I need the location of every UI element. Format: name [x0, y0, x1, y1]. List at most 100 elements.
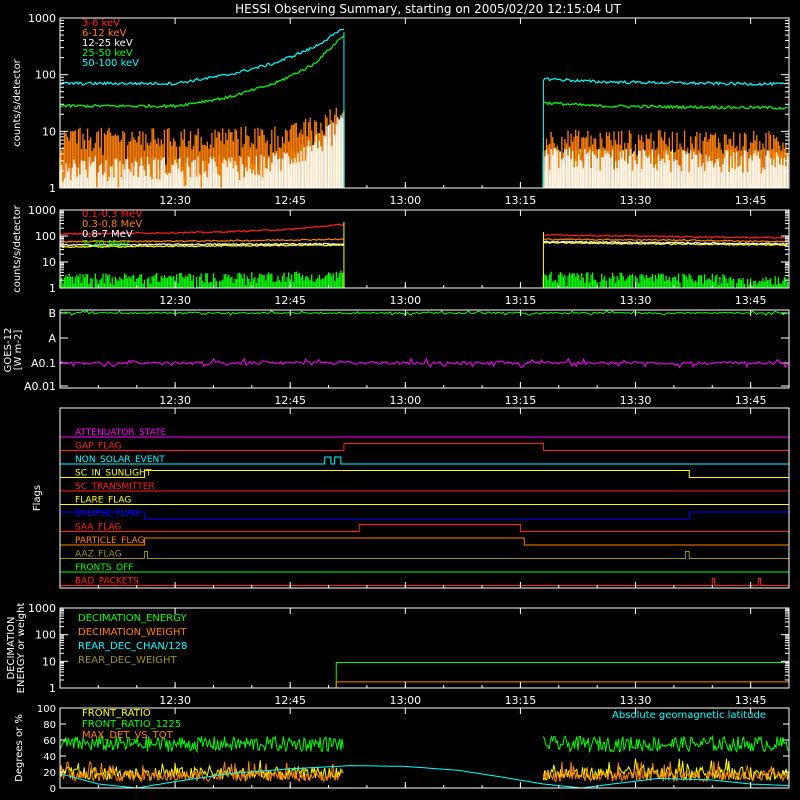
goes-frame	[59, 309, 790, 389]
decim-xtick-label: 13:00	[389, 694, 421, 707]
flag-line-gap-flag	[60, 443, 789, 451]
gamma-legend-entry: 0.1-0.3 MeV	[82, 209, 142, 220]
ratios-legend-entry: FRONT_RATIO_1225	[82, 719, 181, 730]
flag-line-particle-flag	[60, 537, 789, 546]
flags-frame	[59, 407, 790, 589]
gamma-xtick-label: 13:30	[620, 294, 652, 307]
flag-line-non-solar-event	[60, 456, 789, 465]
gamma-ytick-label: 100	[35, 230, 56, 243]
hxr-legend-entry: 6-12 keV	[82, 28, 126, 39]
flag-label: AAZ_FLAG	[75, 550, 122, 560]
decim-ytick-label: 1000	[28, 602, 56, 615]
goes-series-short	[59, 357, 790, 369]
decim-ylabel: DECIMATION	[6, 616, 17, 679]
ratios-series-max-det-vs-tot-seg1	[542, 761, 790, 783]
flag-label: PARTICLE_FLAG	[75, 536, 145, 546]
gamma-series-0-1-0-3-mev-seg0	[59, 223, 345, 236]
decim-legend-entry: DECIMATION_WEIGHT	[78, 627, 187, 638]
goes-xtick-label: 13:30	[620, 394, 652, 407]
hxr-series-25-50-kev-seg0	[59, 35, 345, 109]
gamma-ytick-label: 10	[42, 256, 56, 269]
hxr-legend-entry: 25-50 keV	[82, 48, 133, 59]
figure-title: HESSI Observing Summary, starting on 200…	[235, 2, 621, 16]
ratios-frame	[59, 707, 790, 789]
flag-label: BAD_PACKETS	[75, 577, 139, 587]
panel-gamma: 1 10 100 1000 12:30 12:45 13:00 13:15 13:30 13:45…	[12, 204, 790, 307]
decim-frame	[59, 607, 790, 689]
gamma-xtick-label: 12:30	[159, 294, 191, 307]
ratios-ytick-label: 80	[43, 720, 56, 731]
goes-ytick-label: A0.1	[31, 357, 56, 370]
ratios-ylabel: Degrees or %	[14, 714, 25, 782]
ratios-ytick-label: 100	[37, 704, 56, 715]
hxr-xtick-label: 13:15	[505, 194, 537, 207]
decim-xtick-label: 13:30	[620, 694, 652, 707]
gamma-ylabel: counts/s/detector	[12, 204, 23, 292]
hxr-xtick-label: 12:45	[274, 194, 306, 207]
decim-xtick-label: 13:15	[505, 694, 537, 707]
hxr-legend-entry: 3-6 keV	[82, 18, 120, 29]
decim-ylabel: ENERGY or weight	[16, 603, 27, 694]
gamma-legend-entry: 7-20 MeV	[82, 239, 130, 250]
goes-ylabel: [W m-2]	[13, 330, 24, 371]
ratios-series-max-det-vs-tot-seg0	[59, 760, 344, 783]
gamma-series-yellow-seg1	[543, 241, 788, 247]
decim-ytick-label: 1	[49, 682, 56, 695]
flags-ylabel: Flags	[32, 485, 43, 511]
flag-label: GAP_FLAG	[75, 442, 121, 452]
decim-legend-entry: DECIMATION_ENERGY	[78, 613, 187, 624]
flag-line-sc-in-sunlight	[60, 470, 789, 478]
gamma-series-0-8-7-mev-seg0	[59, 242, 345, 247]
flag-line-bad-packets	[60, 578, 789, 586]
hxr-xtick-label: 13:45	[735, 194, 767, 207]
flag-label: ATTENUATOR_STATE	[75, 428, 167, 438]
panel-decimation: 1 10 100 1000 12:30 12:45 13:00 13:15 13:30 13:45…	[6, 602, 790, 707]
ratios-ytick-label: 0	[50, 784, 56, 795]
ratios-series-front-ratio-1225-seg0	[59, 735, 344, 754]
goes-xtick-label: 12:30	[159, 394, 191, 407]
ratios-legend-entry: FRONT_RATIO	[82, 708, 151, 719]
hxr-series-50-100-kev-seg0	[59, 28, 345, 86]
flag-label: FRONTS_OFF	[75, 563, 133, 573]
decim-legend-entry: REAR_DEC_WEIGHT	[78, 655, 177, 666]
hxr-xtick-label: 12:30	[159, 194, 191, 207]
flag-label: NON_SOLAR_EVENT	[75, 455, 165, 465]
decim-ytick-label: 100	[35, 629, 56, 642]
ratios-series-front-ratio-seg0	[59, 760, 344, 781]
hxr-frame	[59, 17, 790, 189]
hxr-ytick-label: 100	[35, 69, 56, 82]
ratios-series-front-ratio-1225-seg1	[542, 734, 790, 754]
goes-ytick-label: B	[48, 307, 56, 320]
hxr-legend-entry: 12-25 keV	[82, 38, 133, 49]
flag-label: SC_TRANSMITTER	[75, 482, 155, 492]
panel-goes: BA A0.1 A0.01 12:30 12:45 13:00 13:15 13:30 13:4…	[3, 307, 790, 407]
gamma-ytick-label: 1000	[28, 204, 56, 217]
goes-xtick-label: 13:00	[389, 394, 421, 407]
hxr-series-50-100-kev-seg1	[542, 77, 788, 87]
flag-line-eclipse-flag	[60, 511, 789, 520]
goes-series-long	[59, 310, 790, 316]
decim-ytick-label: 10	[42, 655, 56, 668]
ratios-legend-entry: MAX_DET_VS_TOT	[82, 730, 174, 741]
ratios-ytick-label: 60	[43, 736, 56, 747]
goes-ytick-label: A	[48, 332, 56, 345]
gamma-xtick-label: 13:00	[389, 294, 421, 307]
hxr-ytick-label: 1	[49, 182, 56, 195]
ratios-series-geomag-latitude	[59, 765, 790, 789]
panel-ratios: 0 20 40 60 80 100 Degrees or % FRONT_RATIOFRONT…	[14, 704, 790, 795]
ratios-ytick-label: 40	[43, 752, 56, 763]
panel-flags: ATTENUATOR_STATE GAP_FLAG NON_SOLAR_EVENT S…	[32, 407, 790, 589]
flag-label: ECLIPSE_FLAG	[75, 509, 139, 519]
goes-xtick-label: 13:45	[735, 394, 767, 407]
flag-line-aaz-flag	[60, 551, 789, 559]
hxr-ytick-label: 10	[42, 125, 56, 138]
gamma-series-0-1-0-3-mev-seg1	[543, 233, 788, 239]
decim-xtick-label: 13:45	[735, 694, 767, 707]
gamma-series-0-3-0-8-mev-seg1	[543, 238, 788, 243]
goes-ylabel: GOES-12	[3, 328, 14, 373]
gamma-xtick-label: 12:45	[274, 294, 306, 307]
flag-label: SC_IN_SUNLIGHT	[75, 469, 152, 479]
hxr-ylabel: counts/s/detector	[12, 58, 23, 146]
flag-line-saa-flag	[60, 524, 789, 532]
